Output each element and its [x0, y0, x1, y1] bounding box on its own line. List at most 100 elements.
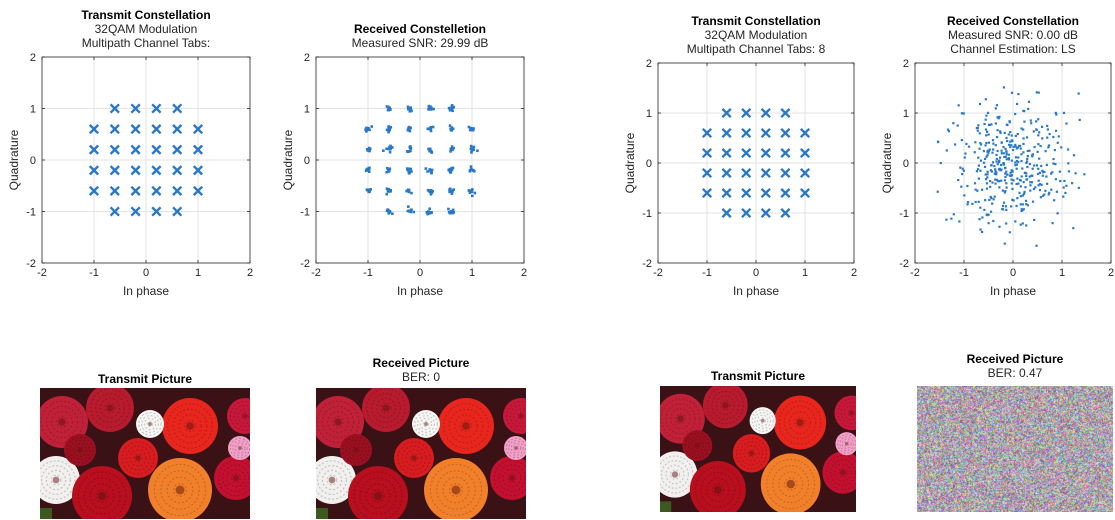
constellation-point	[799, 167, 811, 179]
flower	[227, 398, 250, 434]
received-noise-point	[1045, 163, 1048, 167]
received-noise-point	[1020, 153, 1023, 156]
received-point-cluster	[447, 104, 456, 113]
x-axis-label: In phase	[990, 284, 1036, 298]
received-point-cluster	[425, 207, 433, 216]
received-noise-point	[957, 179, 960, 182]
constellation-point	[721, 167, 732, 179]
received-noise-point	[991, 181, 994, 184]
received-noise-point	[986, 176, 989, 179]
received-noise-point	[1078, 118, 1081, 122]
received-point-cluster	[385, 187, 392, 196]
received-point-cluster	[426, 188, 434, 196]
x-tick-label: -2	[37, 267, 47, 279]
received-noise-point	[977, 164, 981, 167]
chart-3-title: Transmit Constellation	[691, 14, 821, 28]
received-noise-point	[1032, 187, 1036, 191]
received-noise-point	[999, 131, 1002, 135]
received-noise-point	[950, 217, 953, 220]
received-noise-point	[1048, 191, 1051, 194]
flower	[773, 395, 827, 450]
received-noise-point	[1048, 132, 1051, 136]
received-noise-point	[1022, 181, 1025, 184]
flower	[438, 398, 494, 454]
x-tick-label: 2	[247, 267, 253, 279]
received-noise-point	[1030, 174, 1033, 177]
received-noise-point	[1017, 93, 1020, 96]
picture-2-title: Received Picture	[372, 356, 470, 370]
received-noise-point	[995, 157, 998, 161]
received-noise-point	[1015, 147, 1018, 150]
x-tick-label: -1	[363, 267, 373, 279]
received-noise-point	[1038, 188, 1042, 192]
axes-box	[315, 56, 525, 264]
received-noise-point	[984, 144, 987, 147]
received-point-cluster	[469, 144, 479, 154]
received-noise-point	[1043, 170, 1046, 173]
constellation-point	[760, 107, 771, 119]
received-noise-point	[1037, 118, 1040, 121]
received-noise-point	[1015, 163, 1019, 166]
received-noise-point	[989, 195, 992, 199]
received-noise-point	[994, 144, 997, 147]
chart-2-title-block: Received Constelletion Measured SNR: 29.…	[316, 22, 524, 50]
constellation-point	[172, 124, 183, 135]
received-noise-point	[1031, 200, 1035, 203]
received-noise-point	[995, 178, 999, 182]
y-tick-label: 2	[304, 52, 310, 64]
received-noise-point	[1022, 142, 1025, 146]
constellation-point	[130, 144, 141, 155]
constellation-point	[172, 185, 183, 196]
received-noise-point	[1016, 177, 1019, 180]
received-noise-point	[979, 206, 982, 209]
received-point-cluster	[406, 145, 413, 154]
constellation-point	[721, 127, 732, 139]
received-noise-point	[1015, 159, 1018, 163]
received-noise-point	[1028, 175, 1031, 178]
received-noise-point	[1001, 204, 1005, 208]
received-noise-point	[978, 102, 982, 106]
y-tick-label: 1	[646, 108, 652, 120]
received-noise-point	[1017, 156, 1020, 159]
received-noise-point	[1000, 152, 1003, 155]
received-noise-point	[1046, 128, 1049, 131]
received-noise-point	[1022, 151, 1025, 154]
y-tick-label: -1	[642, 208, 652, 220]
received-noise-point	[1004, 166, 1007, 170]
flower	[424, 458, 488, 519]
received-noise-point	[1020, 175, 1023, 178]
received-noise-point	[994, 168, 997, 171]
picture-1-title: Transmit Picture	[97, 372, 193, 386]
flower	[749, 407, 776, 435]
constellation-point	[741, 167, 752, 179]
received-noise-point	[1012, 199, 1015, 202]
flower	[136, 410, 164, 438]
received-noise-point	[956, 124, 959, 127]
received-noise-point	[1007, 158, 1011, 161]
received-noise-point	[979, 228, 982, 231]
constellation-point	[130, 165, 141, 176]
received-noise-point	[1020, 159, 1023, 163]
received-noise-point	[1045, 175, 1048, 178]
chart-1-subtitle-2: Multipath Channel Tabs:	[81, 36, 211, 50]
received-noise-point	[1015, 102, 1019, 106]
y-tick-label: -1	[26, 207, 36, 219]
y-tick-label: 0	[646, 158, 652, 170]
received-noise-point	[992, 198, 995, 201]
received-noise-point	[954, 143, 957, 146]
received-noise-point	[1047, 193, 1050, 196]
received-noise-point	[1000, 179, 1003, 182]
received-noise-point	[1010, 144, 1013, 147]
received-noise-point	[971, 202, 974, 205]
chart-4-subtitle-2: Channel Estimation: LS	[950, 42, 1076, 56]
received-noise-point	[1026, 154, 1029, 158]
constellation-point	[780, 107, 791, 119]
y-tick-label: 2	[903, 58, 909, 70]
constellation-point	[721, 107, 732, 119]
received-noise-point	[977, 200, 980, 203]
constellation-point	[741, 107, 752, 119]
received-noise-point	[973, 151, 976, 154]
constellation-point	[741, 187, 752, 199]
constellation-point	[192, 144, 204, 155]
y-tick-label: 2	[646, 58, 652, 70]
